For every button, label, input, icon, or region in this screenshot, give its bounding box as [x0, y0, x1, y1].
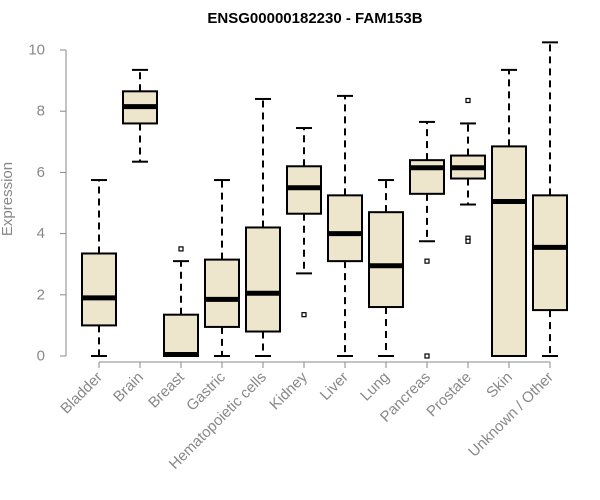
box-breast	[163, 246, 199, 358]
box-body	[163, 313, 199, 358]
y-tick-label: 2	[37, 286, 45, 303]
box-body	[204, 258, 240, 328]
x-tick-label: Kidney	[266, 368, 311, 413]
outlier-point	[424, 258, 430, 264]
boxes-group	[81, 41, 568, 359]
y-axis: 0 2 4 6 8 10	[28, 42, 67, 365]
box-body	[532, 194, 568, 312]
x-tick-label: Bladder	[57, 369, 106, 418]
box-body	[409, 159, 445, 195]
outlier-point	[178, 246, 184, 252]
x-tick-label: Lung	[357, 369, 393, 405]
outlier-point	[301, 312, 307, 318]
box-body	[245, 226, 281, 333]
x-tick-label: Breast	[145, 368, 188, 411]
box-brain	[122, 68, 158, 163]
y-tick-label: 0	[37, 348, 45, 365]
outlier-point	[424, 353, 430, 359]
outlier-point	[465, 97, 471, 104]
y-tick-label: 10	[28, 42, 45, 59]
box-gastric	[204, 179, 240, 357]
y-tick-label: 4	[37, 225, 45, 242]
y-axis-label: Expression	[0, 162, 16, 236]
box-pancreas	[409, 120, 445, 359]
box-kidney	[286, 127, 322, 318]
box-hematopoietic-cells	[245, 97, 281, 357]
x-tick-label: Liver	[317, 369, 352, 404]
x-tick-label: Prostate	[423, 369, 475, 421]
box-bladder	[81, 179, 117, 357]
box-prostate	[450, 97, 486, 244]
x-tick-label: Skin	[483, 369, 516, 402]
box-skin	[491, 68, 527, 357]
box-unknown-other	[532, 41, 568, 357]
box-body	[327, 194, 363, 263]
y-tick-label: 6	[37, 164, 45, 181]
box-body	[491, 145, 527, 357]
box-liver	[327, 94, 363, 357]
x-tick-label: Brain	[110, 369, 147, 406]
box-body	[368, 211, 404, 309]
outlier-point	[465, 238, 471, 244]
chart-title: ENSG00000182230 - FAM153B	[207, 10, 422, 27]
box-lung	[368, 179, 404, 357]
y-tick-label: 8	[37, 103, 45, 120]
box-body	[81, 252, 117, 327]
